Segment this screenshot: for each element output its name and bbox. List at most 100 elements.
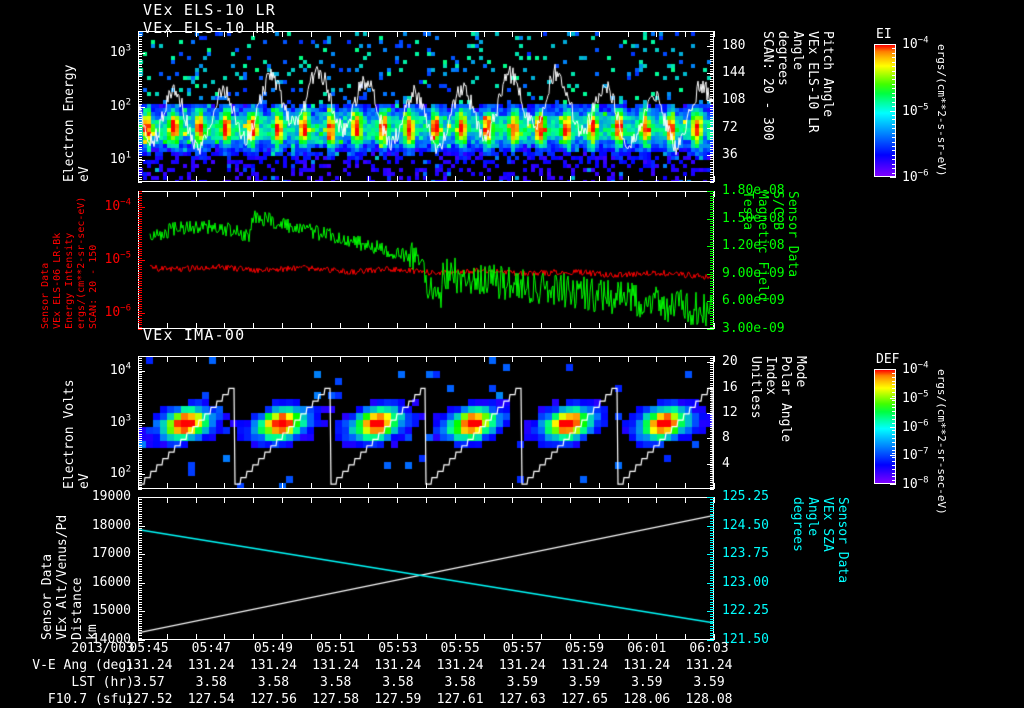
axis-time-tick bbox=[224, 634, 225, 640]
axis-minor-tick-right bbox=[710, 557, 714, 558]
axis-minor-tick-right bbox=[710, 405, 714, 406]
axis-minor-tick-left bbox=[138, 398, 142, 399]
axis-time-tick bbox=[311, 634, 312, 640]
axis-tick-label-right: 144 bbox=[722, 65, 746, 81]
axis-minor-tick-left bbox=[138, 295, 142, 296]
axis-time-tick bbox=[196, 483, 197, 489]
colorbar-minor-tick bbox=[892, 111, 896, 112]
axis-tick-left bbox=[138, 371, 145, 372]
axis-tick-right bbox=[707, 464, 714, 465]
axis-minor-tick-left bbox=[138, 418, 142, 419]
colorbar-tick-label: 10−7 bbox=[902, 446, 929, 464]
axis-minor-tick-right bbox=[710, 278, 714, 279]
axis-minor-tick-left bbox=[138, 292, 142, 293]
axis-time-tick bbox=[714, 634, 715, 640]
axis-time-tick bbox=[570, 356, 571, 362]
axis-minor-tick-right bbox=[710, 84, 714, 85]
axis-minor-tick-right bbox=[710, 159, 714, 160]
axis-time-tick bbox=[656, 483, 657, 489]
axis-minor-tick-left bbox=[138, 127, 142, 128]
axis-minor-tick-right bbox=[710, 398, 714, 399]
axis-minor-tick-left bbox=[138, 469, 142, 470]
axis-time-tick bbox=[656, 497, 657, 503]
axis-time-tick bbox=[484, 497, 485, 503]
colorbar-tick-label: 10−8 bbox=[902, 475, 929, 492]
axis-minor-tick-left bbox=[138, 81, 142, 82]
axis-time-tick bbox=[282, 634, 283, 640]
axis-time-tick bbox=[512, 191, 513, 197]
axis-minor-tick-left bbox=[138, 311, 142, 312]
axis-minor-tick-right bbox=[710, 94, 714, 95]
axis-tick-left bbox=[138, 53, 145, 54]
axis-minor-tick-right bbox=[710, 214, 714, 215]
axis-minor-tick-left bbox=[138, 403, 142, 404]
axis-time-tick bbox=[196, 356, 197, 362]
axis-minor-tick-left bbox=[138, 616, 142, 617]
axis-minor-tick-left bbox=[138, 216, 142, 217]
axis-time-tick bbox=[167, 634, 168, 640]
axis-minor-tick-right bbox=[710, 356, 714, 357]
axis-time-tick bbox=[196, 191, 197, 197]
colorbar-minor-tick bbox=[892, 71, 896, 72]
axis-minor-tick-left bbox=[138, 272, 142, 273]
axis-tick-label-left: 103 bbox=[109, 44, 131, 61]
axis-minor-tick-right bbox=[710, 394, 714, 395]
axis-minor-tick-left bbox=[138, 196, 142, 197]
axis-minor-tick-right bbox=[710, 230, 714, 231]
axis-minor-tick-right bbox=[710, 324, 714, 325]
table-row-label: LST (hr) bbox=[71, 675, 134, 690]
panel-ima-spectrogram bbox=[138, 356, 714, 489]
axis-minor-tick-left bbox=[138, 262, 142, 263]
table-cell: 127.54 bbox=[187, 692, 235, 707]
axis-tick-label-right: 9.00e-09 bbox=[722, 265, 785, 281]
axis-tick-left bbox=[138, 160, 145, 161]
axis-minor-tick-right bbox=[710, 497, 714, 498]
colorbar-minor-tick bbox=[892, 450, 896, 451]
axis-minor-tick-left bbox=[138, 205, 142, 206]
axis-minor-tick-left bbox=[138, 507, 142, 508]
axis-minor-tick-right bbox=[710, 258, 714, 259]
axis-minor-tick-left bbox=[138, 114, 142, 115]
axis-minor-tick-right bbox=[710, 96, 714, 97]
axis-minor-tick-left bbox=[138, 385, 142, 386]
axis-time-tick bbox=[656, 634, 657, 640]
axis-minor-tick-left bbox=[138, 480, 142, 481]
axis-time-tick bbox=[340, 323, 341, 329]
axis-tick-label-right: 124.50 bbox=[722, 517, 769, 533]
colorbar-minor-tick bbox=[892, 400, 896, 401]
axis-minor-tick-right bbox=[710, 71, 714, 72]
colorbar-minor-tick bbox=[892, 373, 896, 374]
axis-minor-tick-left bbox=[138, 228, 142, 229]
axis-time-tick bbox=[599, 634, 600, 640]
axis-minor-tick-right bbox=[710, 526, 714, 527]
axis-minor-tick-right bbox=[710, 521, 714, 522]
axis-time-tick bbox=[368, 191, 369, 197]
colorbar-minor-tick bbox=[892, 79, 896, 80]
axis-minor-tick-left bbox=[138, 609, 142, 610]
axis-minor-tick-right bbox=[710, 288, 714, 289]
colorbar-gradient bbox=[875, 45, 895, 176]
axis-minor-tick-left bbox=[138, 614, 142, 615]
axis-minor-tick-right bbox=[710, 308, 714, 309]
axis-minor-tick-right bbox=[710, 504, 714, 505]
axis-minor-tick-right bbox=[710, 122, 714, 123]
axis-time-tick bbox=[224, 483, 225, 489]
axis-minor-tick-left bbox=[138, 514, 142, 515]
axis-minor-tick-right bbox=[710, 152, 714, 153]
axis-time-tick bbox=[656, 323, 657, 329]
axis-minor-tick-left bbox=[138, 489, 142, 490]
axis-time-tick bbox=[311, 483, 312, 489]
colorbar-minor-tick bbox=[892, 473, 896, 474]
axis-tick-label-left: 15000 bbox=[91, 603, 131, 619]
axis-minor-tick-right bbox=[710, 239, 714, 240]
axis-time-tick bbox=[426, 483, 427, 489]
axis-minor-tick-right bbox=[710, 595, 714, 596]
axis-minor-tick-right bbox=[710, 571, 714, 572]
axis-time-tick bbox=[685, 483, 686, 489]
axis-minor-tick-right bbox=[710, 306, 714, 307]
table-cell: 131.24 bbox=[374, 658, 422, 673]
axis-minor-tick-right bbox=[710, 101, 714, 102]
axis-time-tick bbox=[714, 176, 715, 182]
axis-minor-tick-left bbox=[138, 260, 142, 261]
axis-tick-right bbox=[707, 73, 714, 74]
